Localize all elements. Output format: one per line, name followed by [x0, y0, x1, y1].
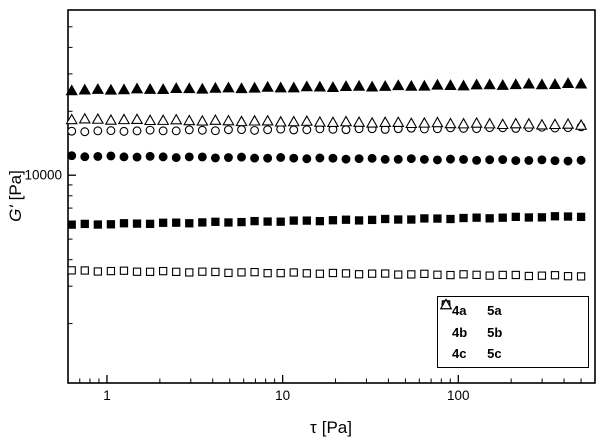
legend-label-5c: 5c: [487, 346, 502, 361]
legend-entry-5c: 5c: [439, 298, 502, 361]
legend-entry-4b: 4b: [441, 300, 468, 340]
x-axis-ticks: 1 10 100: [67, 375, 582, 403]
y-tick-label: 10000: [24, 168, 62, 183]
legend-label-5b: 5b: [487, 324, 503, 340]
legend-entry-5a: 5a: [441, 300, 502, 318]
legend-marker-triangle-open-icon: [439, 298, 453, 310]
y-axis-unit: [Pa]: [6, 170, 25, 201]
legend-label-5a: 5a: [487, 303, 502, 318]
x-tick-label: 100: [447, 388, 470, 403]
x-tick-label: 10: [275, 388, 290, 403]
legend-column-5: 5a 5b 5c: [439, 298, 503, 361]
legend-entry-5b: 5b: [441, 300, 503, 340]
y-axis-ticks: 10000: [24, 26, 76, 325]
series-4b: [67, 151, 586, 166]
y-axis-label: G' [Pa]: [6, 170, 26, 222]
series-5c: [65, 112, 588, 130]
legend-label-4c: 4c: [452, 346, 467, 361]
legend-entry-4a: 4a: [441, 300, 467, 318]
legend-entry-4c: 4c: [439, 298, 467, 361]
series-5a: [67, 266, 586, 281]
legend-box: 4a 4b 4c 5a 5b 5c: [437, 296, 589, 368]
x-axis-unit: [Pa]: [321, 418, 352, 437]
x-axis-symbol: τ: [310, 418, 317, 437]
series-4c: [65, 77, 588, 96]
legend-column-4: 4a 4b 4c: [439, 298, 468, 361]
legend-label-4a: 4a: [452, 303, 467, 318]
x-tick-label: 1: [103, 388, 111, 403]
legend-label-4b: 4b: [452, 324, 468, 340]
plot-frame: [67, 9, 596, 384]
y-axis-symbol: G': [6, 205, 25, 222]
x-axis-label: τ [Pa]: [310, 418, 352, 438]
series-4a: [67, 212, 586, 229]
